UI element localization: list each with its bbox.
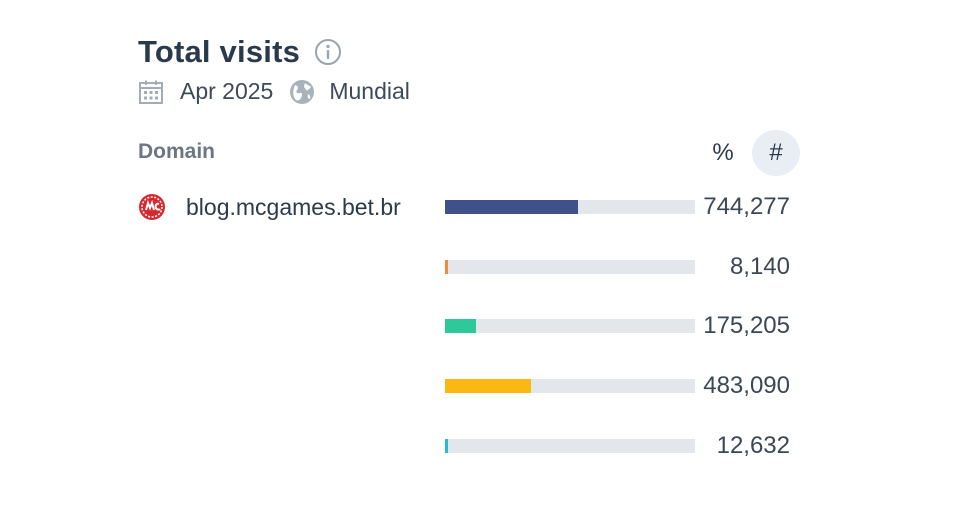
bar-track: [445, 200, 695, 214]
domain-column-header: Domain: [138, 140, 216, 163]
domain-item[interactable]: blog.mcgames.bet.br: [138, 193, 401, 221]
visits-row: 483,090: [445, 371, 790, 401]
bar-track: [445, 379, 695, 393]
visits-value: 483,090: [703, 372, 790, 399]
calendar-icon: [138, 79, 164, 105]
page-title: Total visits: [138, 34, 301, 69]
visits-row: 175,205: [445, 311, 790, 341]
number-toggle-button[interactable]: #: [752, 130, 800, 176]
period-label: Apr 2025: [180, 78, 274, 104]
globe-icon: [289, 79, 315, 105]
bar-fill: [445, 379, 531, 393]
visits-value: 175,205: [703, 312, 790, 339]
visits-value: 8,140: [729, 253, 790, 280]
table-header: Domain % #: [138, 130, 802, 176]
bar-fill: [445, 319, 476, 333]
bar-track: [445, 260, 695, 274]
visits-row: 8,140: [445, 252, 790, 282]
title-row: Total visits: [138, 34, 342, 70]
bar-track: [445, 319, 695, 333]
bar-fill: [445, 260, 448, 274]
visits-row: 744,277: [445, 192, 790, 222]
bar-track: [445, 439, 695, 453]
visits-value: 12,632: [716, 432, 790, 459]
info-icon[interactable]: [314, 38, 342, 66]
mcgames-favicon-icon: [138, 193, 166, 221]
region-label: Mundial: [329, 78, 410, 104]
visits-value: 744,277: [703, 193, 790, 220]
bar-fill: [445, 439, 448, 453]
domain-name[interactable]: blog.mcgames.bet.br: [186, 193, 401, 220]
visits-row: 12,632: [445, 431, 790, 461]
meta-row: Apr 2025 Mundial: [138, 78, 410, 105]
percent-toggle-button[interactable]: %: [712, 139, 734, 166]
bar-fill: [445, 200, 578, 214]
